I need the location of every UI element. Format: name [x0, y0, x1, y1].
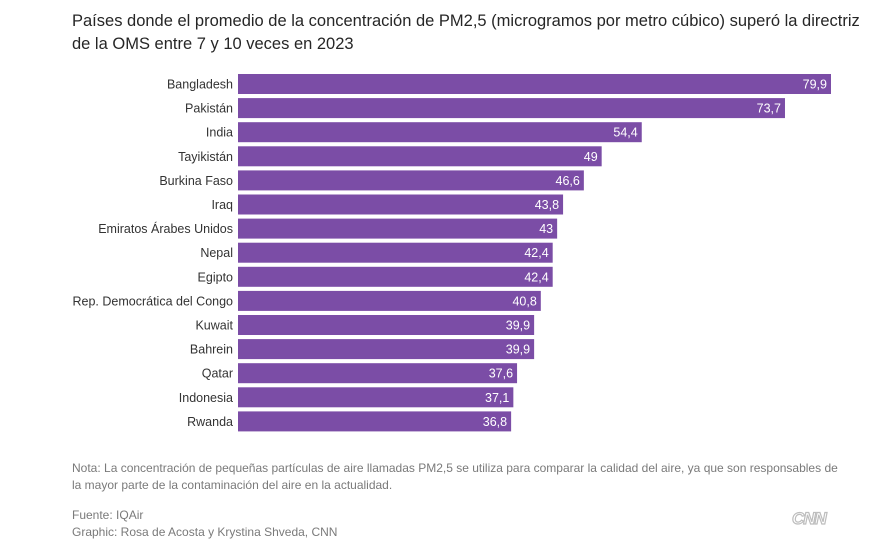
value-label: 49 [584, 150, 598, 164]
bar [238, 411, 512, 432]
category-label: India [206, 126, 233, 140]
bar [238, 339, 535, 360]
bar [238, 363, 518, 384]
chart-title: Países donde el promedio de la concentra… [72, 12, 860, 53]
value-label: 54,4 [613, 126, 637, 140]
category-label: Rwanda [187, 415, 233, 429]
category-label: Nepal [200, 246, 233, 260]
value-label: 36,8 [483, 415, 507, 429]
value-label: 79,9 [803, 78, 827, 92]
graphic-credit: Graphic: Rosa de Acosta y Krystina Shved… [72, 525, 338, 539]
value-label: 39,9 [506, 343, 530, 357]
cnn-logo: CNN [791, 508, 827, 528]
category-label: Kuwait [195, 319, 233, 333]
bar [238, 74, 831, 94]
value-label: 42,4 [524, 246, 548, 260]
category-label: Rep. Democrática del Congo [73, 294, 234, 308]
bar [238, 194, 564, 215]
category-label: Emiratos Árabes Unidos [98, 221, 233, 236]
bar [238, 170, 584, 191]
category-label: Egipto [198, 270, 233, 284]
value-label: 39,9 [506, 319, 530, 333]
bar [238, 242, 553, 263]
bar [238, 315, 535, 335]
value-label: 46,6 [556, 174, 580, 188]
value-label: 42,4 [524, 270, 548, 284]
value-label: 37,6 [489, 367, 513, 381]
category-label: Indonesia [179, 391, 233, 405]
category-label: Tayikistán [178, 150, 233, 164]
bar [238, 122, 642, 143]
category-label: Bangladesh [167, 78, 233, 92]
value-label: 40,8 [512, 294, 536, 308]
chart-note: Nota: La concentración de pequeñas partí… [72, 461, 838, 492]
bar [238, 387, 514, 408]
value-label: 73,7 [757, 102, 781, 116]
category-label: Burkina Faso [159, 174, 233, 188]
source-credit: Fuente: IQAir [72, 508, 144, 522]
bar [238, 98, 785, 119]
category-label: Iraq [211, 198, 233, 212]
bar [238, 290, 541, 311]
category-label: Bahrein [190, 343, 233, 357]
category-label: Qatar [202, 367, 233, 381]
bar-chart: Bangladesh 79,9 Pakistán 73,7 India 54,4 Tayik… [73, 74, 831, 432]
value-label: 43 [539, 222, 553, 236]
category-label: Pakistán [185, 102, 233, 116]
value-label: 37,1 [485, 391, 509, 405]
bar [238, 146, 602, 167]
bar [238, 266, 553, 287]
value-label: 43,8 [535, 198, 559, 212]
bar [238, 218, 558, 239]
